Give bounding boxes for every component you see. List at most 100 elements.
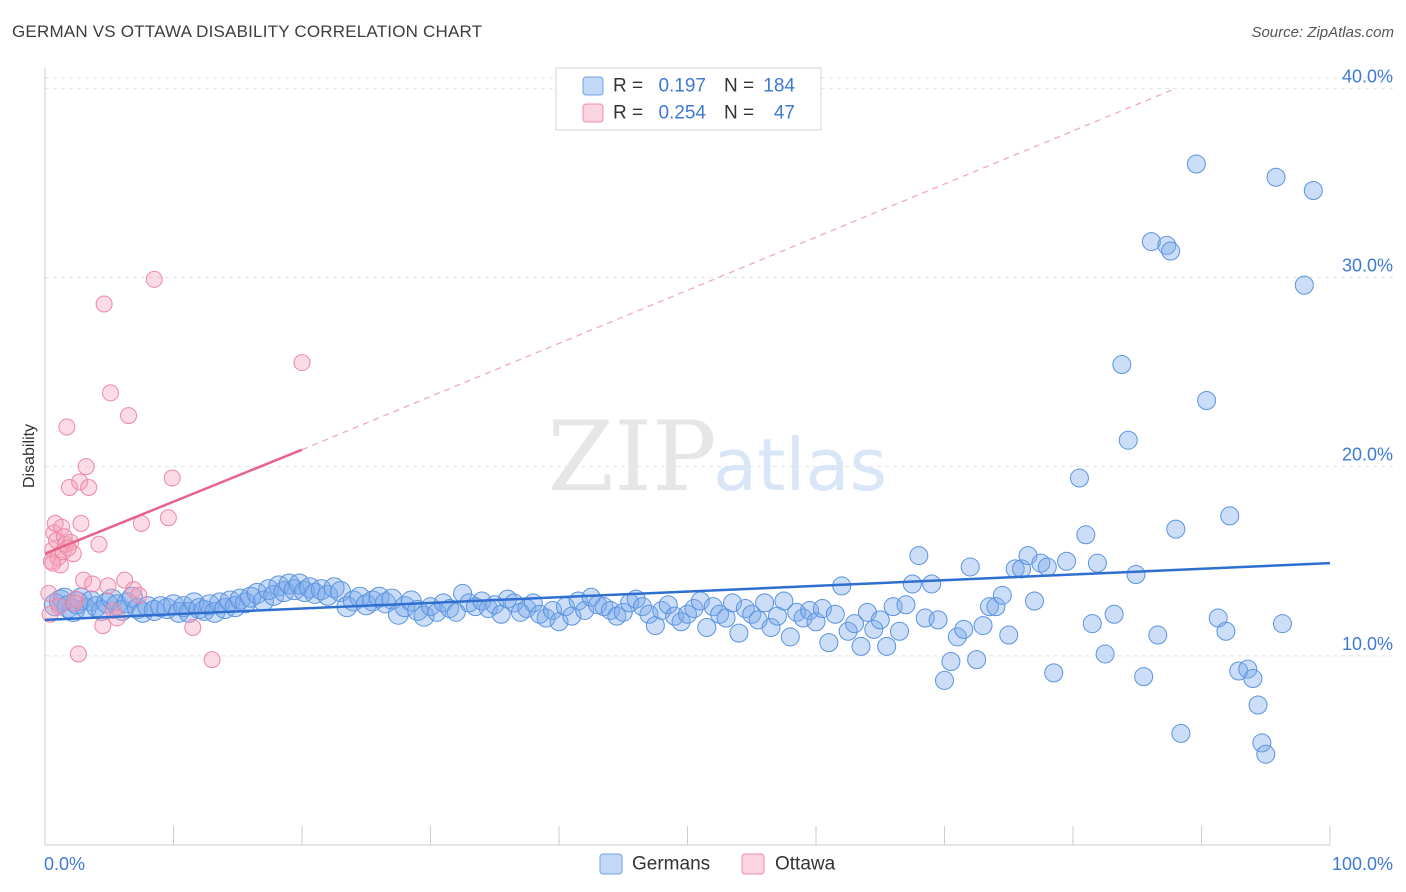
ottawa-point (40, 584, 58, 602)
germans-point (1104, 604, 1124, 624)
germans-point (1294, 275, 1314, 295)
germans-point (607, 606, 627, 626)
ottawa-point (72, 514, 90, 532)
ottawa-point (145, 270, 163, 288)
legend-box (555, 67, 822, 131)
germans-bottom-swatch (599, 853, 623, 875)
ottawa-point (116, 571, 134, 589)
data-points (40, 154, 1323, 764)
germans-point (594, 597, 614, 617)
chart-title: GERMAN VS OTTAWA DISABILITY CORRELATION … (12, 22, 483, 41)
y-tick-label: 40.0% (1342, 66, 1393, 86)
y-tick-label: 10.0% (1342, 634, 1393, 654)
axes: 10.0% 20.0% 30.0% 40.0% 0.0% 100.0% (44, 66, 1393, 874)
legend-r-label: R = (613, 103, 643, 124)
germans-point (774, 591, 794, 611)
germans-point (864, 619, 884, 639)
germans-point (1112, 355, 1132, 375)
legend-n-label: N = (724, 76, 754, 97)
germans-point (697, 617, 717, 637)
y-tick-label: 30.0% (1342, 256, 1393, 276)
germans-point (1037, 557, 1057, 577)
watermark-zip: ZIP (547, 401, 716, 513)
germans-trend-line (44, 561, 1331, 622)
germans-legend-label: Germans (632, 854, 710, 875)
y-axis-label: Disability (21, 424, 38, 488)
germans-point (992, 585, 1012, 605)
y-tick-label: 20.0% (1342, 445, 1393, 465)
germans-point (896, 595, 916, 615)
germans-point (1186, 154, 1206, 174)
germans-point (973, 616, 993, 636)
germans-point (870, 610, 890, 630)
germans-point (1148, 625, 1168, 645)
ottawa-trend-extension (301, 87, 1177, 451)
germans-point (780, 627, 800, 647)
ottawa-point (75, 571, 93, 589)
germans-point (1082, 614, 1102, 634)
germans-point (967, 650, 987, 670)
germans-point (639, 604, 659, 624)
germans-point (1031, 553, 1051, 573)
germans-point (1044, 663, 1064, 683)
ottawa-point (44, 554, 62, 572)
germans-point (240, 586, 262, 608)
chart-source: Source: ZipAtlas.com (1251, 24, 1394, 41)
germans-point (755, 593, 775, 613)
legend-n-label: N = (724, 103, 754, 124)
germans-point (1095, 644, 1115, 664)
ottawa-point (80, 478, 98, 496)
ottawa-point (203, 651, 221, 669)
germans-point (1134, 667, 1154, 687)
ottawa-point (53, 518, 71, 536)
germans-point (1266, 167, 1286, 187)
legend: R = 0.197 N = 184 R = 0.254 N = 47 (555, 67, 822, 131)
legend-n-value: 184 (763, 76, 795, 97)
germans-point (1087, 553, 1107, 573)
germans-point (761, 617, 781, 637)
germans-point (954, 619, 974, 639)
germans-point (947, 627, 967, 647)
germans-point (1220, 506, 1240, 526)
ottawa-point (293, 354, 311, 372)
germans-point (613, 602, 633, 622)
germans-point (137, 596, 159, 618)
ottawa-point (159, 509, 177, 527)
ottawa-point (120, 407, 138, 425)
legend-r-label: R = (613, 76, 643, 97)
germans-point (323, 577, 345, 599)
trend-lines (44, 87, 1331, 622)
germans-point (979, 597, 999, 617)
germans-point (446, 602, 466, 622)
ottawa-point (102, 384, 120, 402)
germans-point (440, 599, 460, 619)
germans-point (922, 574, 942, 594)
germans-point (935, 670, 954, 690)
x-tick-label: 0.0% (44, 854, 85, 874)
germans-point (1248, 695, 1268, 715)
ottawa-legend-swatch (582, 103, 604, 123)
germans-point (819, 633, 839, 653)
germans-point (999, 625, 1019, 645)
germans-point (413, 605, 435, 627)
germans-point (1171, 723, 1191, 743)
germans-point (1238, 659, 1258, 679)
germans-point (1243, 669, 1263, 689)
germans-point (1157, 235, 1177, 255)
germans-point (877, 636, 897, 656)
germans-point (710, 604, 730, 624)
ottawa-trend-line (44, 448, 303, 555)
ottawa-point (69, 645, 87, 663)
watermark: ZIP atlas (547, 401, 887, 513)
y-axis-label-group: Disability (21, 424, 38, 488)
germans-point (1197, 390, 1217, 410)
germans-legend-swatch (582, 76, 604, 96)
ottawa-point (130, 586, 148, 604)
germans-point (1216, 621, 1236, 641)
ottawa-point (184, 618, 202, 636)
germans-point (510, 602, 530, 622)
legend-r-value: 0.254 (658, 103, 706, 124)
germans-point (1256, 744, 1276, 764)
germans-point (1272, 614, 1292, 634)
